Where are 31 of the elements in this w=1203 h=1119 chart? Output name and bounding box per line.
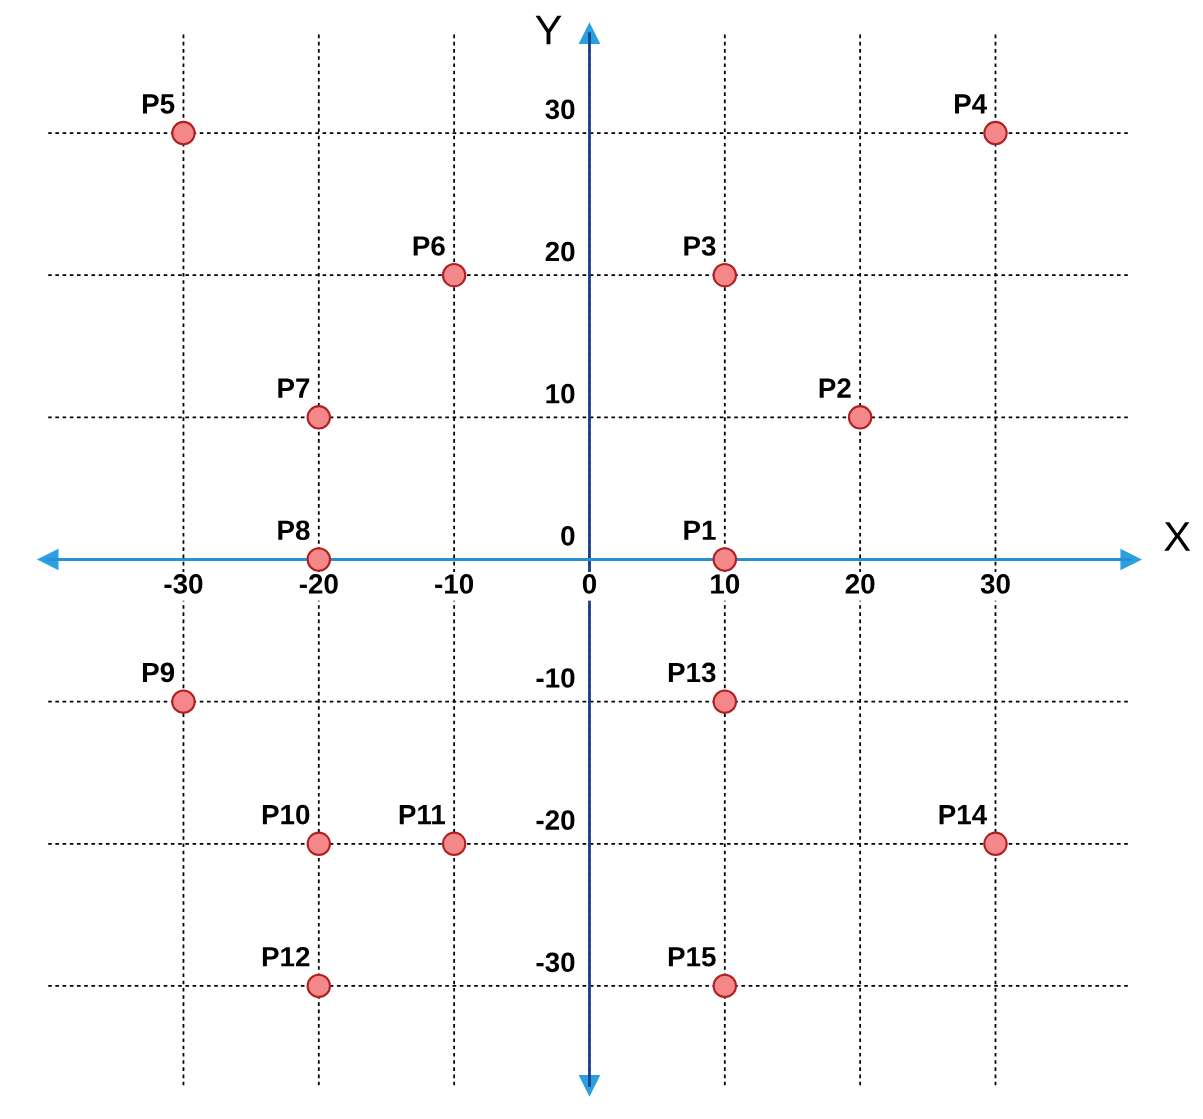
y-tick-label: -30 [536, 952, 575, 973]
series-label: P10 [262, 804, 310, 825]
x-tick-label: 10 [711, 574, 740, 594]
y-tick-label: -10 [536, 668, 575, 688]
series-label: P15 [668, 947, 716, 967]
series-label: P12 [262, 946, 310, 967]
x-tick-label: 0 [582, 574, 597, 594]
series-label: P3 [684, 236, 716, 256]
y-tick-label: 30 [545, 99, 575, 120]
series-label: P13 [668, 662, 716, 683]
x-tick-label: -10 [435, 574, 474, 594]
series-label: P7 [278, 378, 310, 398]
series-label: P9 [143, 662, 175, 683]
x-tick-label: -30 [164, 574, 203, 594]
x-tick-label: 20 [845, 574, 875, 594]
series-label: P4 [955, 94, 987, 114]
x-tick-label: 30 [980, 574, 1010, 594]
y-axis-title: Y [535, 15, 562, 45]
y-tick-label: -20 [536, 810, 575, 830]
series-label: P6 [413, 236, 445, 256]
series-label: P11 [399, 805, 446, 825]
series-label: P14 [939, 805, 987, 825]
series-label: P1 [684, 520, 716, 540]
series-label: P2 [819, 378, 851, 398]
x-axis-title: X [1164, 522, 1191, 551]
y-tick-label: 0 [561, 526, 575, 546]
y-tick-label: 10 [546, 383, 575, 404]
y-tick-label: 20 [545, 241, 575, 262]
x-tick-label: -20 [299, 574, 338, 594]
series-label: P8 [278, 520, 310, 541]
series-label: P5 [143, 94, 175, 114]
